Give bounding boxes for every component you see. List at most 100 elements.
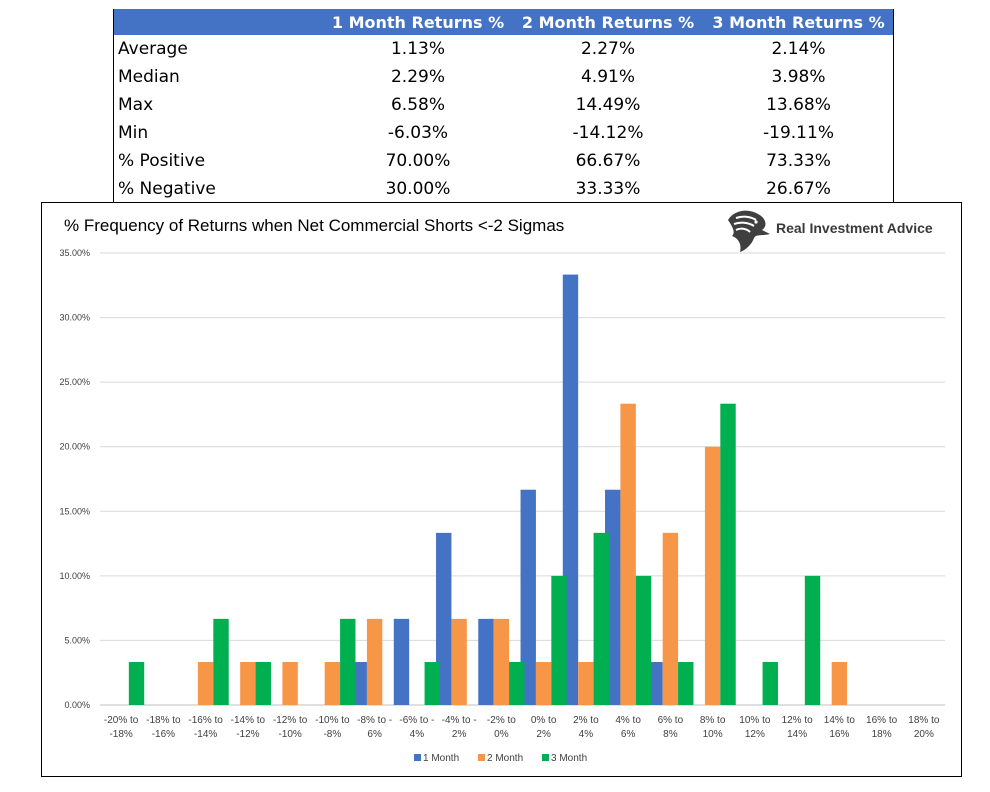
bar-2-month [620, 403, 636, 705]
bar-3-month [635, 575, 652, 705]
table-cell: 66.67% [575, 151, 641, 171]
x-tick-label: -12% to [273, 715, 308, 726]
x-tick-label: -16% to [188, 715, 223, 726]
table-cell: -19.11% [763, 123, 834, 143]
table-row: Median 2.29% 4.91% 3.98% [113, 63, 894, 91]
bar-2-month [493, 618, 510, 705]
bar-2-month [704, 446, 721, 705]
x-tick-label: -20% to [104, 715, 139, 726]
bar-3-month [762, 661, 778, 705]
bar-2-month [240, 661, 256, 705]
x-tick-label: -18% to [146, 715, 181, 726]
y-tick-label: 35.00% [59, 248, 90, 258]
table-border-right [893, 9, 894, 204]
x-tick-label: 4% to [615, 715, 641, 726]
x-tick-label: 4% [410, 729, 425, 740]
table-cell: 2.27% [580, 39, 635, 59]
eagle-head-icon [728, 210, 770, 252]
stats-header-cell: 1 Month Returns % [323, 9, 513, 35]
table-border-left [113, 9, 114, 204]
bar-2-month [662, 532, 679, 705]
legend-swatch [478, 754, 485, 761]
table-row: Min -6.03% -14.12% -19.11% [113, 119, 894, 147]
x-tick-label: 12% to [782, 715, 814, 726]
bar-2-month [324, 661, 341, 705]
table-cell: 13.68% [766, 95, 831, 115]
x-tick-label: 10% to [739, 715, 771, 726]
x-tick-label: -6% to - [399, 715, 434, 726]
row-label: Max [118, 95, 154, 115]
legend-swatch [542, 754, 549, 761]
x-tick-label: 20% [914, 729, 934, 740]
y-tick-label: 0.00% [64, 700, 90, 710]
x-tick-label: 14% [787, 729, 807, 740]
bar-chart: % Frequency of Returns when Net Commerci… [59, 210, 945, 764]
bar-3-month [128, 661, 145, 705]
x-tick-label: 0% to [531, 715, 557, 726]
y-tick-label: 20.00% [59, 442, 90, 452]
x-tick-label: 8% [663, 729, 678, 740]
x-tick-label: -10% [278, 729, 301, 740]
bar-3-month [678, 661, 694, 705]
table-cell: 14.49% [575, 95, 641, 115]
bar-2-month [578, 661, 594, 705]
x-tick-label: -2% to [487, 715, 516, 726]
table-cell: 1.13% [390, 39, 445, 59]
x-tick-label: 18% [872, 729, 892, 740]
table-cell: 4.91% [580, 67, 635, 87]
bar-3-month [551, 575, 567, 705]
x-tick-label: -8% [323, 729, 341, 740]
bar-1-month [436, 532, 452, 705]
table-cell: 26.67% [766, 179, 831, 199]
table-row: Average 1.13% 2.27% 2.14% [113, 35, 894, 63]
x-tick-label: 2% [452, 729, 467, 740]
stats-header-cell: 2 Month Returns % [513, 9, 703, 35]
legend-swatch [414, 754, 421, 761]
bar-1-month [520, 489, 536, 705]
x-tick-label: 6% to [658, 715, 684, 726]
x-tick-label: 18% to [908, 715, 940, 726]
bar-3-month [804, 575, 821, 705]
x-tick-label: 6% [367, 729, 382, 740]
x-tick-label: -14% to [231, 715, 266, 726]
table-cell: 70.00% [385, 151, 451, 171]
bar-2-month [197, 661, 214, 705]
row-label: % Negative [118, 179, 216, 199]
legend-label: 1 Month [423, 753, 459, 764]
table-row: % Positive 70.00% 66.67% 73.33% [113, 147, 894, 175]
bar-1-month [393, 618, 410, 705]
bar-1-month [478, 618, 494, 705]
x-tick-label: -12% [236, 729, 259, 740]
bar-2-month [451, 618, 467, 705]
bar-2-month [282, 661, 298, 705]
bar-3-month [424, 661, 440, 705]
table-cell: 2.29% [390, 67, 445, 87]
x-tick-label: 14% to [824, 715, 856, 726]
stats-header-cell [113, 9, 323, 35]
table-cell: -14.12% [572, 123, 644, 143]
table-cell: 33.33% [575, 179, 641, 199]
x-tick-label: -16% [152, 729, 175, 740]
brand-name: Real Investment Advice [776, 220, 933, 236]
stats-table: 1 Month Returns % 2 Month Returns % 3 Mo… [113, 9, 894, 203]
x-tick-label: -10% to [315, 715, 350, 726]
stats-header-row: 1 Month Returns % 2 Month Returns % 3 Mo… [113, 9, 894, 35]
x-tick-label: -14% [194, 729, 217, 740]
row-label: Average [118, 39, 188, 59]
row-label: Min [118, 123, 149, 143]
table-cell: 3.98% [771, 67, 826, 87]
bar-3-month [509, 661, 525, 705]
stats-header-cell: 3 Month Returns % [703, 9, 894, 35]
bar-2-month [831, 661, 848, 705]
row-label: % Positive [118, 151, 206, 171]
bar-3-month [593, 532, 609, 705]
y-tick-label: 25.00% [59, 377, 90, 387]
x-tick-label: -8% to - [357, 715, 392, 726]
table-cell: 2.14% [771, 39, 826, 59]
x-tick-label: 2% to [573, 715, 599, 726]
x-tick-label: 16% to [866, 715, 898, 726]
y-tick-label: 15.00% [59, 506, 90, 516]
table-cell: 30.00% [385, 179, 451, 199]
x-tick-label: 2% [536, 729, 551, 740]
bar-3-month [340, 618, 356, 705]
